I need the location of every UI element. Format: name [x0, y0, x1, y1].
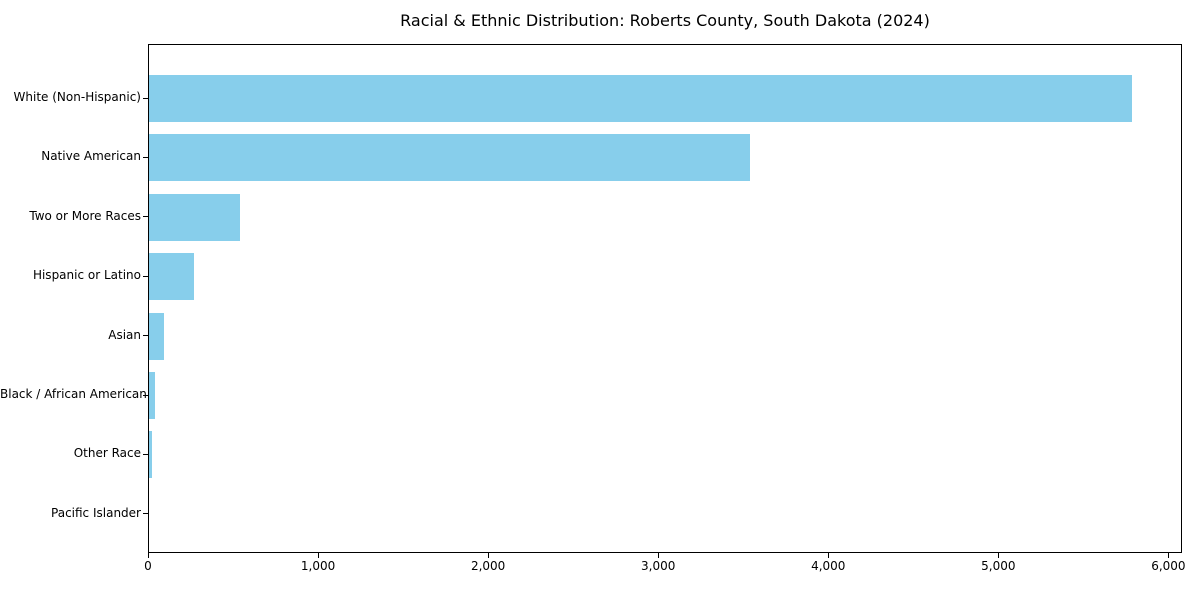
y-tick-mark: [143, 513, 148, 515]
bar-black-african-american: [149, 372, 155, 419]
x-tick-label-5000: 5,000: [981, 559, 1016, 573]
y-tick-label-other-race: Other Race: [73, 446, 141, 461]
bar-hispanic-or-latino: [149, 253, 195, 301]
plot-area: [148, 44, 1182, 553]
x-tick-mark: [998, 553, 1000, 558]
x-tick-mark: [488, 553, 490, 558]
y-tick-mark: [143, 394, 148, 396]
y-tick-label-white-non-hispanic: White (Non-Hispanic): [13, 90, 141, 104]
y-tick-label-native-american: Native American: [41, 149, 141, 164]
y-tick-mark: [143, 275, 148, 277]
x-tick-mark: [658, 553, 660, 558]
y-tick-label-pacific-islander: Pacific Islander: [51, 505, 141, 520]
y-tick-label-black-african-american: Black / African American: [0, 387, 147, 401]
bar-other-race: [149, 431, 153, 479]
x-tick-mark: [828, 553, 830, 558]
x-tick-label-6000: 6,000: [1151, 559, 1186, 573]
x-tick-mark: [148, 553, 149, 558]
x-tick-label-4000: 4,000: [811, 559, 846, 573]
x-tick-label-1000: 1,000: [300, 559, 336, 573]
chart-title: Racial & Ethnic Distribution: Roberts Co…: [400, 11, 930, 30]
bar-asian: [149, 312, 164, 360]
x-tick-label-3000: 3,000: [641, 559, 676, 573]
y-tick-mark: [143, 97, 148, 99]
x-tick-label-0: 0: [144, 559, 152, 573]
y-tick-mark: [143, 453, 148, 455]
y-tick-label-hispanic-or-latino: Hispanic or Latino: [32, 268, 141, 283]
x-tick-label-2000: 2,000: [470, 559, 506, 573]
y-tick-label-asian: Asian: [108, 327, 141, 342]
x-tick-mark: [318, 553, 320, 558]
y-tick-mark: [143, 156, 148, 158]
bar-white-non-hispanic: [149, 75, 1132, 122]
y-tick-mark: [143, 335, 148, 337]
bar-two-or-more-races: [149, 193, 240, 241]
bar-native-american: [149, 134, 751, 182]
x-tick-mark: [1168, 553, 1170, 558]
y-tick-label-two-or-more-races: Two or More Races: [29, 208, 141, 223]
y-tick-mark: [143, 216, 148, 218]
